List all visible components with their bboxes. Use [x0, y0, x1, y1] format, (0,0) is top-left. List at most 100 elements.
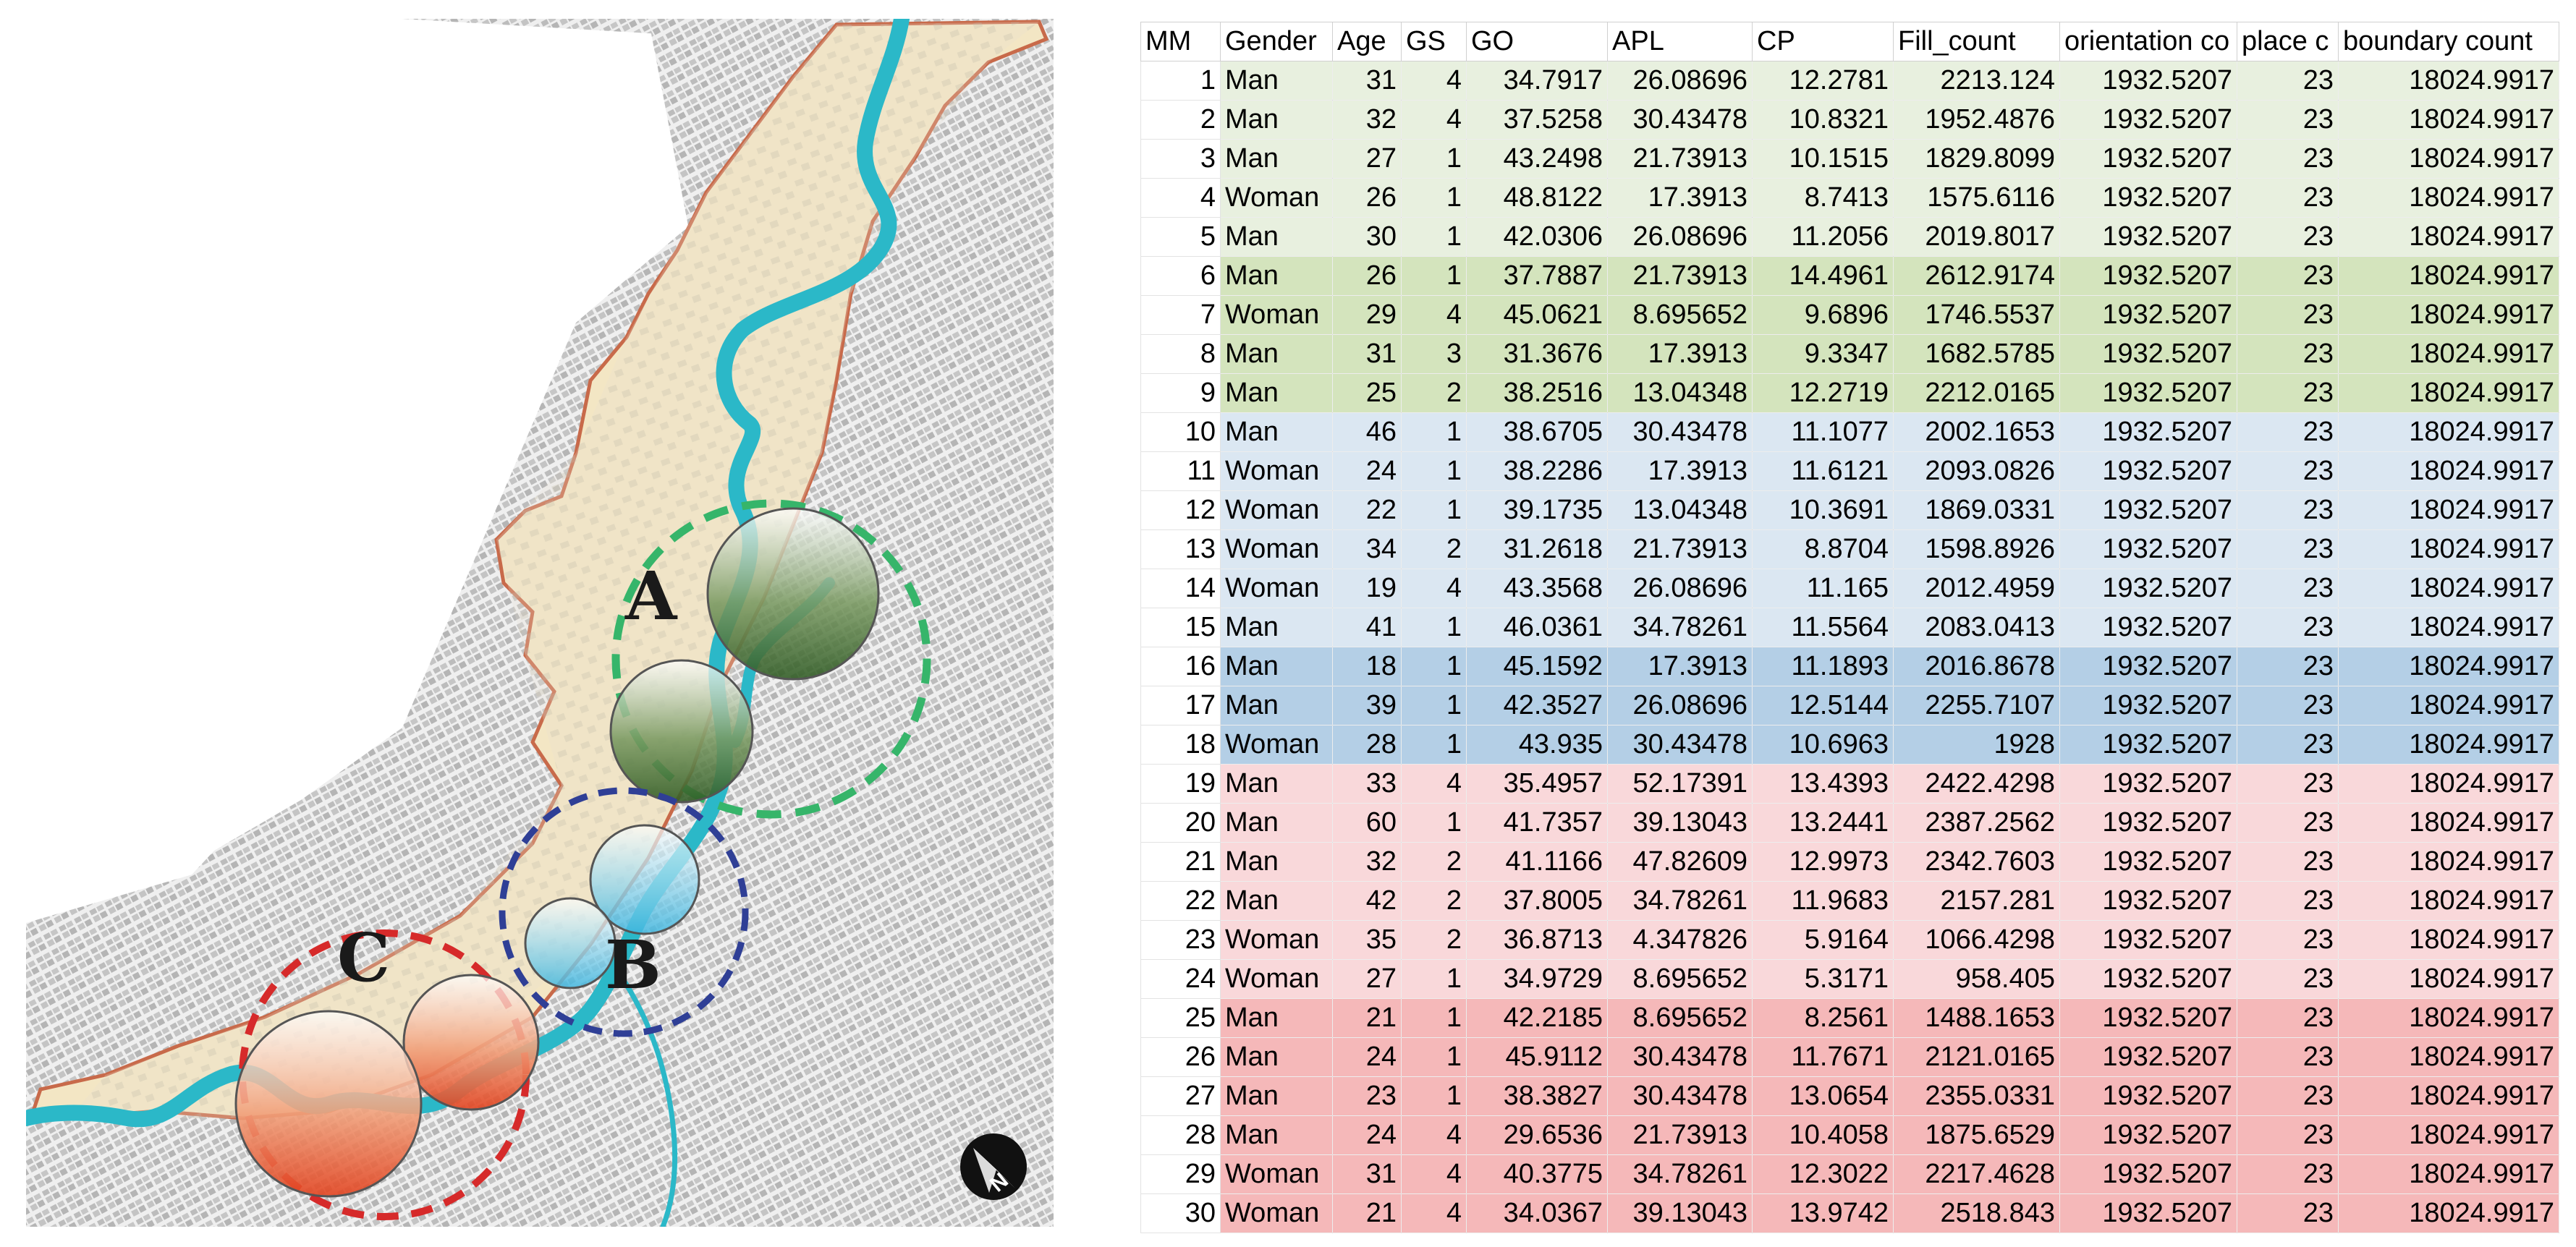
cell-orientation[interactable]: 1932.5207 [2059, 217, 2237, 257]
cell-fill-count[interactable]: 2355.0331 [1893, 1076, 2060, 1116]
cell-gender[interactable]: Man [1220, 100, 1333, 140]
cell-place[interactable]: 23 [2237, 1154, 2339, 1194]
cell-boundary-count[interactable]: 18024.9917 [2338, 647, 2559, 686]
cell-age[interactable]: 21 [1332, 1193, 1402, 1233]
cell-place[interactable]: 23 [2237, 803, 2339, 843]
cell-cp[interactable]: 8.7413 [1752, 178, 1894, 218]
cell-place[interactable]: 23 [2237, 1115, 2339, 1155]
cell-go[interactable]: 38.3827 [1466, 1076, 1608, 1116]
header-mm[interactable]: MM [1140, 22, 1221, 61]
cell-age[interactable]: 19 [1332, 569, 1402, 608]
cell-gender[interactable]: Woman [1220, 920, 1333, 960]
cell-cp[interactable]: 11.2056 [1752, 217, 1894, 257]
cell-go[interactable]: 42.0306 [1466, 217, 1608, 257]
cell-mm[interactable]: 13 [1140, 529, 1221, 569]
cell-gs[interactable]: 1 [1401, 451, 1467, 491]
cell-boundary-count[interactable]: 18024.9917 [2338, 842, 2559, 882]
cell-gs[interactable]: 3 [1401, 334, 1467, 374]
cell-cp[interactable]: 12.2781 [1752, 61, 1894, 101]
cell-mm[interactable]: 16 [1140, 647, 1221, 686]
cell-cp[interactable]: 11.1077 [1752, 412, 1894, 452]
cell-mm[interactable]: 24 [1140, 959, 1221, 999]
cell-apl[interactable]: 39.13043 [1607, 1193, 1753, 1233]
header-orientation[interactable]: orientation co [2059, 22, 2237, 61]
cell-gender[interactable]: Man [1220, 412, 1333, 452]
cell-age[interactable]: 31 [1332, 61, 1402, 101]
cell-cp[interactable]: 14.4961 [1752, 256, 1894, 296]
cell-gender[interactable]: Man [1220, 1037, 1333, 1077]
cell-mm[interactable]: 1 [1140, 61, 1221, 101]
cell-apl[interactable]: 17.3913 [1607, 334, 1753, 374]
cell-apl[interactable]: 30.43478 [1607, 1037, 1753, 1077]
cell-cp[interactable]: 5.3171 [1752, 959, 1894, 999]
cell-fill-count[interactable]: 1598.8926 [1893, 529, 2060, 569]
cell-fill-count[interactable]: 1928 [1893, 725, 2060, 765]
cell-apl[interactable]: 30.43478 [1607, 1076, 1753, 1116]
cell-apl[interactable]: 26.08696 [1607, 569, 1753, 608]
cell-boundary-count[interactable]: 18024.9917 [2338, 998, 2559, 1038]
cell-cp[interactable]: 12.9973 [1752, 842, 1894, 882]
cell-orientation[interactable]: 1932.5207 [2059, 1115, 2237, 1155]
cell-fill-count[interactable]: 1952.4876 [1893, 100, 2060, 140]
cell-mm[interactable]: 14 [1140, 569, 1221, 608]
cell-mm[interactable]: 12 [1140, 490, 1221, 530]
cell-cp[interactable]: 8.8704 [1752, 529, 1894, 569]
cell-go[interactable]: 37.5258 [1466, 100, 1608, 140]
cell-age[interactable]: 46 [1332, 412, 1402, 452]
cell-gs[interactable]: 4 [1401, 1115, 1467, 1155]
cell-place[interactable]: 23 [2237, 256, 2339, 296]
cell-go[interactable]: 43.3568 [1466, 569, 1608, 608]
cell-cp[interactable]: 10.4058 [1752, 1115, 1894, 1155]
cell-gender[interactable]: Woman [1220, 959, 1333, 999]
cell-cp[interactable]: 11.165 [1752, 569, 1894, 608]
cell-gender[interactable]: Man [1220, 256, 1333, 296]
cell-orientation[interactable]: 1932.5207 [2059, 803, 2237, 843]
cell-gender[interactable]: Woman [1220, 178, 1333, 218]
cell-gs[interactable]: 1 [1401, 1076, 1467, 1116]
cell-age[interactable]: 21 [1332, 998, 1402, 1038]
cell-cp[interactable]: 10.3691 [1752, 490, 1894, 530]
cell-age[interactable]: 26 [1332, 178, 1402, 218]
cell-gs[interactable]: 1 [1401, 998, 1467, 1038]
cell-cp[interactable]: 11.7671 [1752, 1037, 1894, 1077]
cell-place[interactable]: 23 [2237, 881, 2339, 921]
cell-go[interactable]: 41.7357 [1466, 803, 1608, 843]
cell-place[interactable]: 23 [2237, 139, 2339, 179]
cell-boundary-count[interactable]: 18024.9917 [2338, 412, 2559, 452]
cell-boundary-count[interactable]: 18024.9917 [2338, 725, 2559, 765]
cell-fill-count[interactable]: 2083.0413 [1893, 608, 2060, 647]
cell-gs[interactable]: 2 [1401, 529, 1467, 569]
cell-mm[interactable]: 26 [1140, 1037, 1221, 1077]
cell-go[interactable]: 41.1166 [1466, 842, 1608, 882]
cell-gs[interactable]: 1 [1401, 725, 1467, 765]
cell-fill-count[interactable]: 2518.843 [1893, 1193, 2060, 1233]
cell-go[interactable]: 37.8005 [1466, 881, 1608, 921]
cell-go[interactable]: 43.2498 [1466, 139, 1608, 179]
cell-place[interactable]: 23 [2237, 920, 2339, 960]
cell-place[interactable]: 23 [2237, 334, 2339, 374]
cell-gender[interactable]: Man [1220, 217, 1333, 257]
cell-gender[interactable]: Man [1220, 842, 1333, 882]
cell-age[interactable]: 25 [1332, 373, 1402, 413]
cell-apl[interactable]: 34.78261 [1607, 608, 1753, 647]
cell-fill-count[interactable]: 1746.5537 [1893, 295, 2060, 335]
cell-mm[interactable]: 17 [1140, 686, 1221, 725]
cell-apl[interactable]: 21.73913 [1607, 256, 1753, 296]
cell-cp[interactable]: 12.3022 [1752, 1154, 1894, 1194]
cell-fill-count[interactable]: 1066.4298 [1893, 920, 2060, 960]
cell-fill-count[interactable]: 2002.1653 [1893, 412, 2060, 452]
cell-go[interactable]: 43.935 [1466, 725, 1608, 765]
cell-place[interactable]: 23 [2237, 412, 2339, 452]
cell-place[interactable]: 23 [2237, 1076, 2339, 1116]
cell-orientation[interactable]: 1932.5207 [2059, 61, 2237, 101]
cell-apl[interactable]: 21.73913 [1607, 139, 1753, 179]
cell-fill-count[interactable]: 2157.281 [1893, 881, 2060, 921]
cell-orientation[interactable]: 1932.5207 [2059, 686, 2237, 725]
cell-cp[interactable]: 10.1515 [1752, 139, 1894, 179]
cell-go[interactable]: 34.0367 [1466, 1193, 1608, 1233]
cell-apl[interactable]: 13.04348 [1607, 373, 1753, 413]
cell-cp[interactable]: 11.6121 [1752, 451, 1894, 491]
cell-boundary-count[interactable]: 18024.9917 [2338, 61, 2559, 101]
cell-orientation[interactable]: 1932.5207 [2059, 569, 2237, 608]
cell-cp[interactable]: 12.5144 [1752, 686, 1894, 725]
